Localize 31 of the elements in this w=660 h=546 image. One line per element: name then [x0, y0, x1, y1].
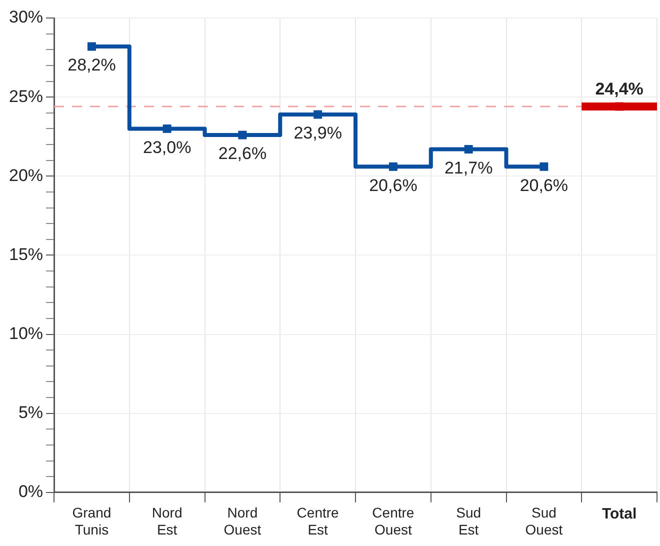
data-label: 20,6% — [369, 176, 418, 195]
x-tick-label: Grand Tunis — [72, 504, 112, 538]
point — [615, 102, 624, 111]
data-label: 21,7% — [444, 158, 493, 178]
point — [540, 162, 548, 171]
x-tick-label: Sud Ouest — [525, 504, 563, 538]
y-tick-label: 0% — [18, 482, 44, 502]
y-tick-label: 20% — [8, 166, 44, 185]
y-tick-label: 10% — [8, 324, 44, 343]
y-tick-label: 30% — [8, 8, 44, 27]
point — [314, 110, 322, 119]
x-tick-label: Centre Est — [296, 504, 340, 538]
y-tick-label: 5% — [18, 403, 44, 422]
point — [464, 145, 473, 154]
data-label: 23,0% — [142, 138, 192, 157]
data-label: 22,6% — [218, 144, 267, 164]
data-label: 23,9% — [294, 124, 342, 143]
point — [162, 124, 172, 133]
point — [388, 162, 398, 171]
x-tick-label: Centre Ouest — [372, 504, 414, 538]
data-label: 20,6% — [520, 176, 568, 195]
point — [87, 42, 96, 51]
x-tick-label: Nord Ouest — [224, 504, 262, 538]
x-tick-label: Nord Est — [152, 504, 182, 538]
data-label: 24,4% — [595, 80, 644, 99]
point — [238, 130, 247, 140]
x-tick-label: Total — [602, 506, 637, 523]
x-tick-label: Sud Est — [456, 504, 482, 538]
y-tick-label: 15% — [8, 244, 44, 264]
data-label: 28,2% — [68, 56, 116, 75]
y-tick-label: 25% — [8, 86, 44, 106]
